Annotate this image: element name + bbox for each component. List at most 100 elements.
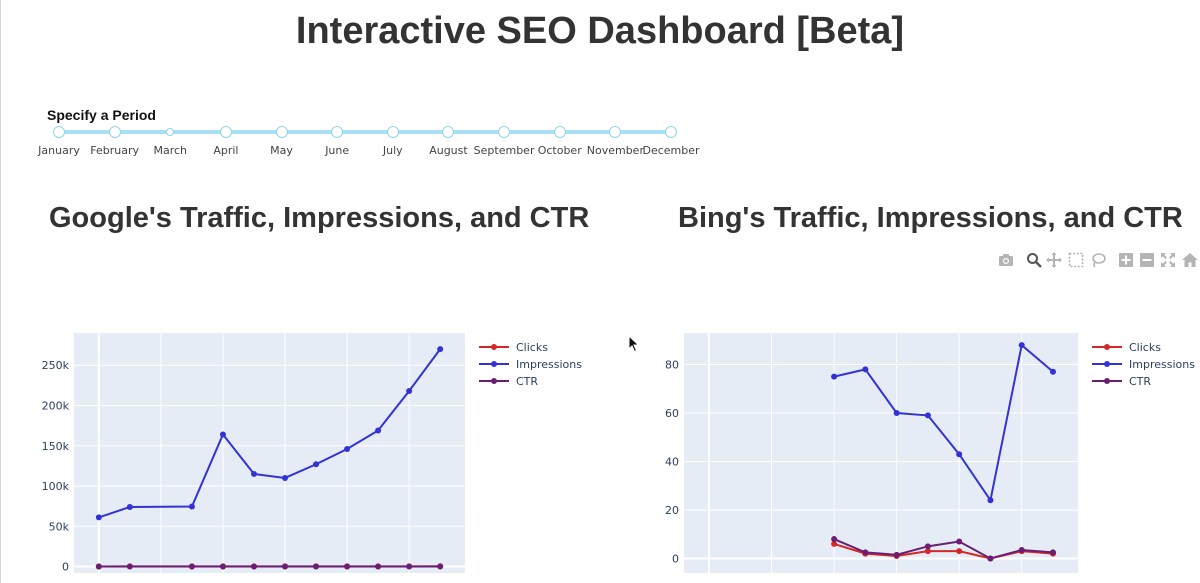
lasso-icon[interactable] xyxy=(1090,252,1106,268)
slider-dot-august[interactable] xyxy=(442,126,455,138)
legend-item-ctr: CTR xyxy=(1129,375,1151,388)
data-point-ctr xyxy=(1049,549,1056,556)
slider-month-label[interactable]: October xyxy=(537,144,582,157)
data-point-ctr xyxy=(893,551,900,558)
data-point-ctr xyxy=(188,563,195,570)
slider-dot-september[interactable] xyxy=(498,126,511,138)
autoscale-icon[interactable] xyxy=(1160,252,1176,268)
data-point-impressions xyxy=(1018,342,1025,349)
plot-area xyxy=(684,333,1078,573)
data-point-impressions xyxy=(282,474,289,481)
data-point-ctr xyxy=(437,563,444,570)
google-chart[interactable]: 0 2 4 6 8 10 0 50k 100k 150k 200k 250k Clicks Impress… xyxy=(0,0,600,583)
legend-swatch-marker xyxy=(1104,344,1110,350)
data-point-ctr xyxy=(313,563,320,570)
data-point-impressions xyxy=(956,451,963,458)
slider-dot-october[interactable] xyxy=(553,126,566,138)
x-tick-label: 8 xyxy=(956,581,963,583)
x-tick-label: 2 xyxy=(768,581,775,583)
legend-swatch-marker xyxy=(1104,361,1110,367)
series-line-impressions xyxy=(833,343,1054,503)
data-point-impressions xyxy=(406,387,413,394)
data-point-ctr xyxy=(987,555,994,562)
data-point-impressions xyxy=(313,461,320,468)
y-tick-label: 80 xyxy=(665,359,679,372)
data-point-impressions xyxy=(219,431,226,438)
data-point-impressions xyxy=(95,514,102,521)
slider-dot-may[interactable] xyxy=(275,126,288,138)
slider-dot-april[interactable] xyxy=(219,126,232,138)
data-point-impressions xyxy=(126,503,133,510)
slider-month-label[interactable]: March xyxy=(153,144,188,157)
pan-icon[interactable] xyxy=(1046,252,1062,268)
data-point-ctr xyxy=(1018,546,1025,553)
slider-month-label[interactable]: November xyxy=(586,144,644,157)
data-point-ctr xyxy=(924,543,931,550)
data-point-clicks xyxy=(956,548,963,555)
slider-dot-june[interactable] xyxy=(331,126,344,138)
data-point-impressions xyxy=(437,346,444,353)
zoom-in-icon[interactable] xyxy=(1118,252,1134,268)
data-point-clicks xyxy=(924,548,931,555)
bing-chart-title: Bing's Traffic, Impressions, and CTR xyxy=(678,202,1183,234)
slider-month-label[interactable]: May xyxy=(270,144,293,157)
slider-dot-january[interactable] xyxy=(53,126,65,138)
slider-month-label[interactable]: February xyxy=(90,144,139,157)
y-tick-label: 150k xyxy=(42,440,70,453)
window-edge xyxy=(0,0,1,583)
slider-month-label[interactable]: April xyxy=(213,144,239,157)
data-point-clicks xyxy=(831,540,838,547)
data-point-impressions xyxy=(375,427,382,434)
slider-dot-december[interactable] xyxy=(665,126,677,138)
x-tick-label: 6 xyxy=(893,581,900,583)
slider-dot-november[interactable] xyxy=(609,126,622,138)
slider-month-label[interactable]: January xyxy=(38,144,80,157)
slider-month-label[interactable]: July xyxy=(382,144,403,157)
legend-swatch-marker xyxy=(491,344,497,350)
data-point-impressions xyxy=(924,412,931,419)
x-tick-label: 6 xyxy=(282,581,289,583)
legend-item-ctr: CTR xyxy=(516,375,538,388)
y-tick-label: 250k xyxy=(42,359,70,372)
page-title: Interactive SEO Dashboard [Beta] xyxy=(295,10,905,52)
data-point-impressions xyxy=(893,410,900,416)
data-point-impressions xyxy=(987,497,994,504)
data-point-ctr xyxy=(95,563,102,570)
plot-area xyxy=(74,333,465,573)
y-tick-label: 40 xyxy=(665,455,679,468)
camera-icon[interactable] xyxy=(998,252,1014,268)
data-point-ctr xyxy=(250,563,257,570)
google-chart-title: Google's Traffic, Impressions, and CTR xyxy=(49,202,590,234)
data-point-impressions xyxy=(831,373,838,380)
slider-month-label[interactable]: September xyxy=(473,144,535,157)
period-slider-track[interactable] xyxy=(59,130,671,134)
x-tick-label: 4 xyxy=(831,581,838,583)
legend-item-clicks: Clicks xyxy=(1129,341,1161,354)
zoom-out-icon[interactable] xyxy=(1139,252,1155,268)
slider-month-label[interactable]: June xyxy=(325,144,350,157)
x-tick-label: 0 xyxy=(95,581,102,583)
data-point-ctr xyxy=(375,563,382,570)
data-point-ctr xyxy=(862,549,869,556)
zoom-icon[interactable] xyxy=(1026,252,1042,268)
x-tick-label: 0 xyxy=(706,581,713,583)
slider-dot-july[interactable] xyxy=(386,126,399,138)
slider-dot-march[interactable] xyxy=(166,128,175,136)
data-point-impressions xyxy=(188,503,195,510)
legend-swatch-marker xyxy=(491,361,497,367)
data-point-ctr xyxy=(219,563,226,570)
slider-dot-february[interactable] xyxy=(108,126,121,138)
y-tick-label: 0 xyxy=(672,552,679,565)
slider-month-label[interactable]: August xyxy=(429,144,468,157)
slider-month-label[interactable]: December xyxy=(642,144,700,157)
x-tick-label: 8 xyxy=(344,581,351,583)
legend-item-impressions: Impressions xyxy=(1129,358,1195,371)
reset-axes-icon[interactable] xyxy=(1182,252,1198,268)
x-tick-label: 4 xyxy=(219,581,226,583)
x-tick-label: 10 xyxy=(402,581,416,583)
x-tick-label: 10 xyxy=(1015,581,1029,583)
box-select-icon[interactable] xyxy=(1068,252,1084,268)
data-point-ctr xyxy=(831,536,838,543)
y-tick-label: 20 xyxy=(665,504,679,517)
